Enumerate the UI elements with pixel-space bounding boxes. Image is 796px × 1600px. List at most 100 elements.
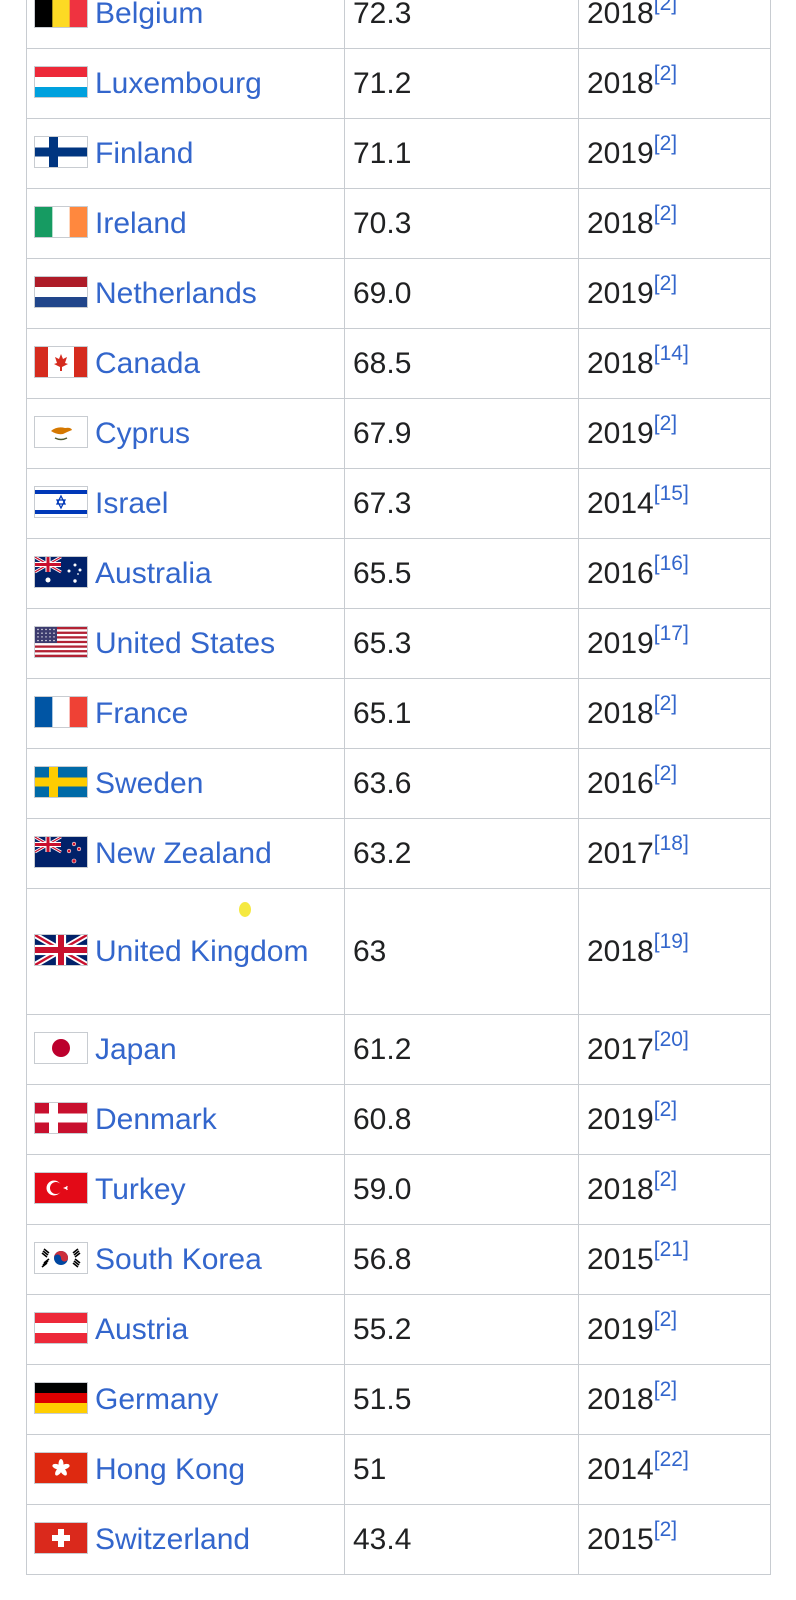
- country-link[interactable]: Cyprus: [95, 416, 191, 450]
- year-cell: 2018[2]: [578, 188, 771, 259]
- reference-link[interactable]: [2]: [653, 61, 678, 85]
- reference-link[interactable]: [16]: [653, 551, 689, 575]
- country-link[interactable]: Denmark: [95, 1102, 217, 1136]
- country-link[interactable]: Israel: [95, 486, 169, 520]
- year-text: 2018: [587, 696, 654, 730]
- flag-united-kingdom-icon: [35, 934, 87, 965]
- year-cell: 2018[2]: [578, 1154, 771, 1225]
- year-text: 2019: [587, 136, 654, 170]
- country-cell: Luxembourg: [26, 48, 345, 119]
- country-cell: Sweden: [26, 748, 345, 819]
- year-text: 2014: [587, 486, 654, 520]
- value-cell: 43.4: [344, 1504, 579, 1575]
- year-cell: 2019[2]: [578, 1294, 771, 1365]
- country-link[interactable]: Hong Kong: [95, 1452, 246, 1486]
- country-link[interactable]: Switzerland: [95, 1522, 251, 1556]
- country-link[interactable]: Austria: [95, 1312, 189, 1346]
- reference-link[interactable]: [2]: [653, 271, 678, 295]
- table-row: Israel 67.3 2014[15]: [26, 468, 771, 539]
- year-text: 2018: [587, 66, 654, 100]
- country-link[interactable]: Sweden: [95, 766, 204, 800]
- reference-link[interactable]: [19]: [653, 929, 689, 953]
- country-link[interactable]: Finland: [95, 136, 194, 170]
- table-row: France 65.1 2018[2]: [26, 678, 771, 749]
- value-cell: 63: [344, 888, 579, 1015]
- country-link[interactable]: Luxembourg: [95, 66, 262, 100]
- value-cell: 56.8: [344, 1224, 579, 1295]
- reference-link[interactable]: [2]: [653, 201, 678, 225]
- country-link[interactable]: Ireland: [95, 206, 187, 240]
- year-cell: 2017[20]: [578, 1014, 771, 1085]
- country-link[interactable]: Netherlands: [95, 276, 257, 310]
- reference-link[interactable]: [2]: [653, 1167, 678, 1191]
- flag-hong-kong-icon: [35, 1452, 87, 1483]
- reference-link[interactable]: [15]: [653, 481, 689, 505]
- year-cell: 2019[17]: [578, 608, 771, 679]
- year-cell: 2014[22]: [578, 1434, 771, 1505]
- year-cell: 2019[2]: [578, 1084, 771, 1155]
- table-row: New Zealand 63.2 2017[18]: [26, 818, 771, 889]
- value-cell: 71.2: [344, 48, 579, 119]
- country-link[interactable]: New Zealand: [95, 836, 272, 870]
- value-cell: 59.0: [344, 1154, 579, 1225]
- reference-link[interactable]: [2]: [653, 411, 678, 435]
- year-cell: 2018[14]: [578, 328, 771, 399]
- table-row: Luxembourg 71.2 2018[2]: [26, 48, 771, 119]
- reference-link[interactable]: [2]: [653, 131, 678, 155]
- table-row: Belgium 72.3 2018[2]: [26, 0, 771, 49]
- country-link[interactable]: France: [95, 696, 189, 730]
- year-cell: 2018[2]: [578, 678, 771, 749]
- value-cell: 65.1: [344, 678, 579, 749]
- year-cell: 2016[2]: [578, 748, 771, 819]
- year-text: 2017: [587, 836, 654, 870]
- flag-cyprus-icon: [35, 416, 87, 447]
- value-cell: 61.2: [344, 1014, 579, 1085]
- country-link[interactable]: Turkey: [95, 1172, 186, 1206]
- value-cell: 71.1: [344, 118, 579, 189]
- country-link[interactable]: Canada: [95, 346, 201, 380]
- value-cell: 60.8: [344, 1084, 579, 1155]
- country-cell: Denmark: [26, 1084, 345, 1155]
- reference-link[interactable]: [2]: [653, 1517, 678, 1541]
- reference-link[interactable]: [2]: [653, 0, 678, 15]
- value-cell: 67.9: [344, 398, 579, 469]
- reference-link[interactable]: [20]: [653, 1027, 689, 1051]
- country-link[interactable]: Japan: [95, 1032, 177, 1066]
- year-cell: 2019[2]: [578, 118, 771, 189]
- country-link[interactable]: Australia: [95, 556, 212, 590]
- country-cell: Austria: [26, 1294, 345, 1365]
- flag-germany-icon: [35, 1382, 87, 1413]
- touch-indicator-dot: [239, 902, 251, 917]
- reference-link[interactable]: [2]: [653, 1307, 678, 1331]
- table-row: Turkey 59.0 2018[2]: [26, 1154, 771, 1225]
- table-row: United Kingdom 63 2018[19]: [26, 888, 771, 1015]
- reference-link[interactable]: [2]: [653, 761, 678, 785]
- country-cell: Israel: [26, 468, 345, 539]
- reference-link[interactable]: [21]: [653, 1237, 689, 1261]
- reference-link[interactable]: [18]: [653, 831, 689, 855]
- reference-link[interactable]: [14]: [653, 341, 689, 365]
- year-text: 2019: [587, 1102, 654, 1136]
- country-link[interactable]: United States: [95, 626, 276, 660]
- country-link[interactable]: United Kingdom: [95, 934, 309, 968]
- flag-new-zealand-icon: [35, 836, 87, 867]
- reference-link[interactable]: [22]: [653, 1447, 689, 1471]
- country-link[interactable]: South Korea: [95, 1242, 262, 1276]
- table-row: Sweden 63.6 2016[2]: [26, 748, 771, 819]
- year-cell: 2016[16]: [578, 538, 771, 609]
- flag-denmark-icon: [35, 1102, 87, 1133]
- reference-link[interactable]: [2]: [653, 691, 678, 715]
- reference-link[interactable]: [17]: [653, 621, 689, 645]
- country-table: Belgium 72.3 2018[2] Luxembourg 71.2 2018[2]…: [26, 0, 771, 1575]
- reference-link[interactable]: [2]: [653, 1097, 678, 1121]
- year-text: 2018: [587, 206, 654, 240]
- year-text: 2016: [587, 556, 654, 590]
- reference-link[interactable]: [2]: [653, 1377, 678, 1401]
- year-text: 2015: [587, 1522, 654, 1556]
- country-cell: Switzerland: [26, 1504, 345, 1575]
- country-cell: Hong Kong: [26, 1434, 345, 1505]
- country-cell: Canada: [26, 328, 345, 399]
- country-cell: Germany: [26, 1364, 345, 1435]
- country-link[interactable]: Germany: [95, 1382, 219, 1416]
- country-link[interactable]: Belgium: [95, 0, 204, 30]
